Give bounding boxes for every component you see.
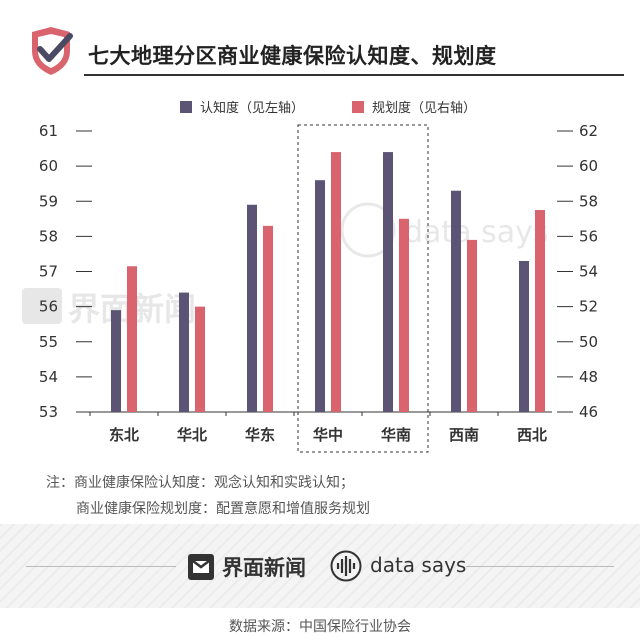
legend-swatch-2 [352,101,364,113]
legend-label-1: 认知度（见左轴） [200,100,304,116]
y-right-tick-label: 58 [579,192,598,210]
bar-planning-3 [263,225,273,412]
y-left-tick-label: 55 [39,333,58,351]
highlight-box [297,124,429,453]
note-line-2: 商业健康保险规划度：配置意愿和增值服务规划 [76,501,370,517]
x-tick-label: 华东 [245,426,275,444]
y-left-tick-label: 56 [39,298,58,316]
x-tick-label: 西北 [517,426,547,444]
bar-awareness-2 [179,292,189,412]
datasays-text: data says [370,553,467,577]
bar-awareness-5 [383,152,393,412]
bar-awareness-1 [111,310,121,412]
footer-rule-left [26,566,176,567]
x-tick-label: 华中 [313,426,343,444]
footer-rule-right [466,566,614,567]
bar-awareness-7 [519,260,529,412]
bar-planning-2 [195,306,205,412]
legend-label-2: 规划度（见右轴） [372,100,476,116]
y-left-tick-label: 60 [39,157,58,175]
title-underline [84,74,624,76]
y-right-tick-label: 54 [579,263,598,281]
y-right-tick-label: 56 [579,227,598,245]
bar-planning-5 [399,218,409,412]
x-tick-label: 华南 [381,426,411,444]
y-left-tick-label: 59 [39,192,58,210]
highlight-dashed-box [297,124,429,453]
y-left-tick-label: 58 [39,227,58,245]
title-block: 七大地理分区商业健康保险认知度、规划度 [28,26,624,76]
x-tick-label: 东北 [109,426,139,444]
x-tick-label: 华北 [177,426,207,444]
watermark-logo-icon [22,288,62,324]
y-right-tick-label: 46 [579,403,598,421]
jiemian-logo-icon [188,554,214,580]
y-left-tick-label: 54 [39,368,58,386]
y-right-tick-label: 52 [579,298,598,316]
brand-name: 界面新闻 [222,556,306,580]
x-axis-labels: 东北 华北 华东 华中 华南 西南 西北 [89,412,547,444]
bar-planning-4 [331,152,341,412]
bar-planning-1 [127,266,137,412]
y-right-tick-label: 48 [579,368,598,386]
chart-legend: 认知度（见左轴） 规划度（见右轴） [180,100,476,116]
y-left-tick-label: 61 [39,122,58,140]
x-tick-label: 西南 [449,426,479,444]
bar-awareness-6 [451,190,461,412]
y-right-tick-label: 50 [579,333,598,351]
data-source: 数据来源：中国保险行业协会 [229,619,411,635]
bar-awareness-4 [315,180,325,412]
bar-awareness-3 [247,204,257,412]
waveform-icon [330,550,362,582]
shield-check-icon [32,27,73,75]
chart-bars [111,152,545,412]
bar-planning-6 [467,239,477,412]
watermark-waveform-icon [340,202,396,258]
bar-planning-7 [535,210,545,412]
y-right-tick-label: 60 [579,157,598,175]
y-left-tick-label: 57 [39,263,58,281]
y-right-tick-label: 62 [579,122,598,140]
page-title: 七大地理分区商业健康保险认知度、规划度 [88,44,497,68]
note-line-1: 注：商业健康保险认知度：观念认知和实践认知； [46,475,354,491]
y-left-tick-label: 53 [39,403,58,421]
chart-axes: 53 54 55 56 57 58 59 60 61 46 48 50 52 54 56 58 60 62 [39,122,598,421]
legend-swatch-1 [180,101,192,113]
